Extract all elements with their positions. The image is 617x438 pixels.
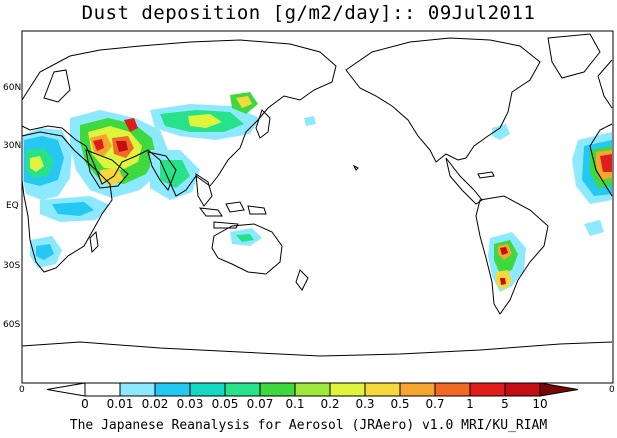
coastlines <box>21 33 613 357</box>
colorbar-segment <box>294 382 331 397</box>
colorbar-tick-label: 0.07 <box>246 397 274 411</box>
colorbar-tick-label: 5 <box>501 397 509 411</box>
colorbar-segment <box>364 382 401 397</box>
colorbar-left-arrow <box>46 382 86 397</box>
lat-label-60n: 60N <box>3 83 22 93</box>
colorbar-tick-label: 0.5 <box>390 397 410 411</box>
lat-label-30n: 30N <box>3 141 22 151</box>
colorbar-segment <box>399 382 436 397</box>
colorbar-tick-label: 0.3 <box>355 397 375 411</box>
colorbar-segment <box>469 382 506 397</box>
colorbar-segment <box>504 382 541 397</box>
colorbar-tick-label: 0.2 <box>320 397 340 411</box>
lat-label-60s: 60S <box>3 320 21 330</box>
colorbar-segment <box>329 382 366 397</box>
colorbar-segment <box>119 382 156 397</box>
colorbar-tick-label: 1 <box>466 397 474 411</box>
colorbar-tick-label: 0.02 <box>141 397 169 411</box>
colorbar-right-arrow <box>539 382 579 397</box>
colorbar-segment <box>84 382 121 397</box>
colorbar-left-edge-label: 0 <box>19 385 25 395</box>
colorbar-tick-label: 10 <box>532 397 548 411</box>
colorbar-segment <box>434 382 471 397</box>
colorbar-segment <box>259 382 296 397</box>
colorbar-tick-label: 0 <box>81 397 89 411</box>
colorbar-tick-label: 0.05 <box>211 397 239 411</box>
colorbar-tick-label: 0.01 <box>106 397 134 411</box>
colorbar-segment <box>189 382 226 397</box>
colorbar-segment <box>224 382 261 397</box>
lat-label-eq: EQ <box>6 201 19 211</box>
credit-line: The Japanese Reanalysis for Aerosol (JRA… <box>69 418 548 433</box>
colorbar-tick-label: 0.03 <box>176 397 204 411</box>
dust-shading <box>23 92 612 292</box>
colorbar-right-edge-label: 0 <box>609 385 615 395</box>
colorbar-segment <box>154 382 191 397</box>
lat-label-30s: 30S <box>3 261 21 271</box>
colorbar-tick-label: 0.1 <box>285 397 305 411</box>
map-title: Dust deposition [g/m2/day]:: 09Jul2011 <box>81 2 536 24</box>
colorbar-tick-label: 0.7 <box>425 397 445 411</box>
